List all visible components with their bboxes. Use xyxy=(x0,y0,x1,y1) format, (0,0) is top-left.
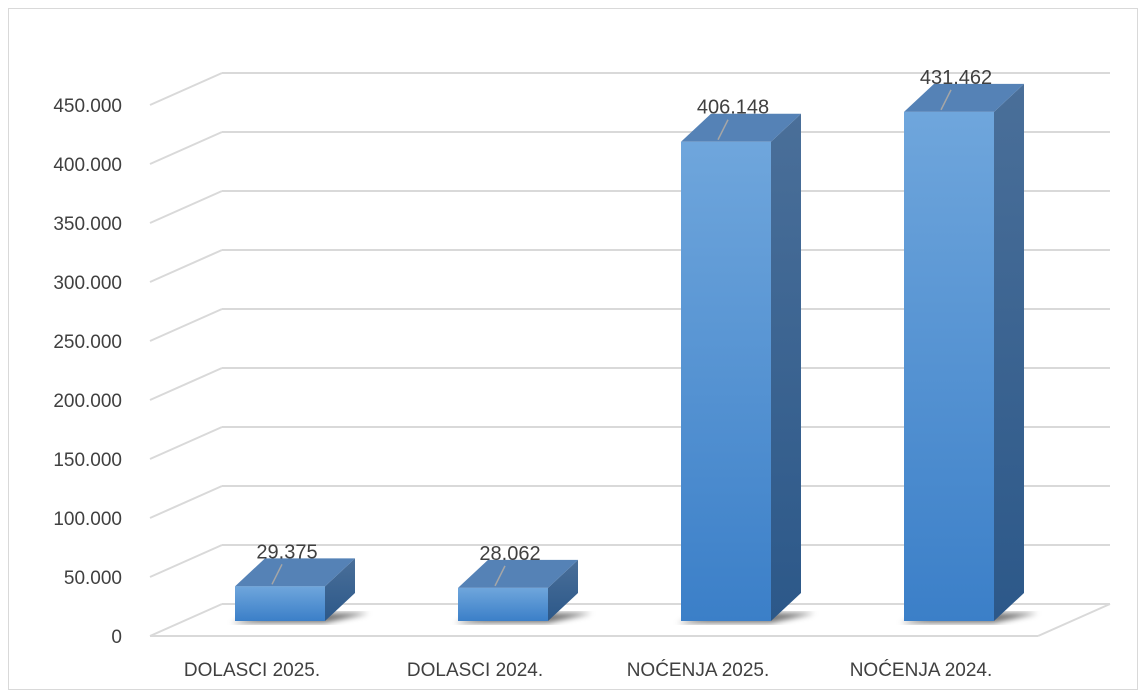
bar-top xyxy=(235,558,355,587)
data-label: 406.148 xyxy=(697,97,769,119)
data-label-leader xyxy=(494,565,506,587)
bar-side xyxy=(548,559,578,621)
bar xyxy=(900,83,1038,623)
gridline-side xyxy=(149,308,223,342)
y-tick-label: 150.000 xyxy=(53,450,122,471)
data-label-leader xyxy=(717,119,729,141)
y-tick-label: 100.000 xyxy=(53,509,122,530)
data-label: 28.062 xyxy=(479,543,540,565)
data-label-leader xyxy=(940,89,952,111)
x-category-label: DOLASCI 2024. xyxy=(407,660,543,681)
gridline-side xyxy=(149,367,223,401)
bar-top xyxy=(458,559,578,588)
bar-front xyxy=(235,586,325,621)
y-tick-label: 200.000 xyxy=(53,391,122,412)
bars xyxy=(231,83,1038,623)
bar-side xyxy=(771,113,801,621)
gridline-side xyxy=(149,485,223,519)
y-tick-label: 50.000 xyxy=(64,568,122,589)
gridline-side xyxy=(149,603,223,637)
bar-front xyxy=(904,111,994,621)
x-category-label: NOĆENJA 2025. xyxy=(627,659,770,681)
bar-side xyxy=(994,83,1024,622)
y-tick-label: 450.000 xyxy=(53,96,122,117)
x-axis: DOLASCI 2025. DOLASCI 2024. NOĆENJA 2025. N… xyxy=(184,659,992,681)
bar-front xyxy=(458,587,548,621)
data-label-leader xyxy=(271,564,283,585)
gridline-side xyxy=(149,249,223,283)
bar xyxy=(454,559,592,623)
y-tick-label: 250.000 xyxy=(53,332,122,353)
gridline-side xyxy=(149,544,223,578)
y-tick-label: 0 xyxy=(111,627,122,648)
data-label: 431.462 xyxy=(920,67,992,89)
data-labels: 29.375 28.062 406.148 431.462 xyxy=(256,67,992,587)
gridline-side xyxy=(149,190,223,224)
bar-top xyxy=(681,113,801,142)
y-tick-label: 300.000 xyxy=(53,273,122,294)
x-category-label: NOĆENJA 2024. xyxy=(850,659,993,681)
gridline-side xyxy=(149,426,223,460)
y-tick-label: 400.000 xyxy=(53,155,122,176)
bar xyxy=(231,558,369,623)
bar xyxy=(677,113,815,623)
y-tick-label: 350.000 xyxy=(53,214,122,235)
x-category-label: DOLASCI 2025. xyxy=(184,660,320,681)
data-label: 29.375 xyxy=(256,541,317,563)
bar-top xyxy=(904,83,1024,112)
gridline-side xyxy=(149,72,223,106)
bar-front xyxy=(681,141,771,621)
y-axis: 0 50.000 100.000 150.000 200.000 250.000 300.0… xyxy=(53,96,122,648)
gridline-side xyxy=(149,131,223,165)
bar-side xyxy=(325,558,355,621)
floor-right-edge xyxy=(1037,603,1111,637)
